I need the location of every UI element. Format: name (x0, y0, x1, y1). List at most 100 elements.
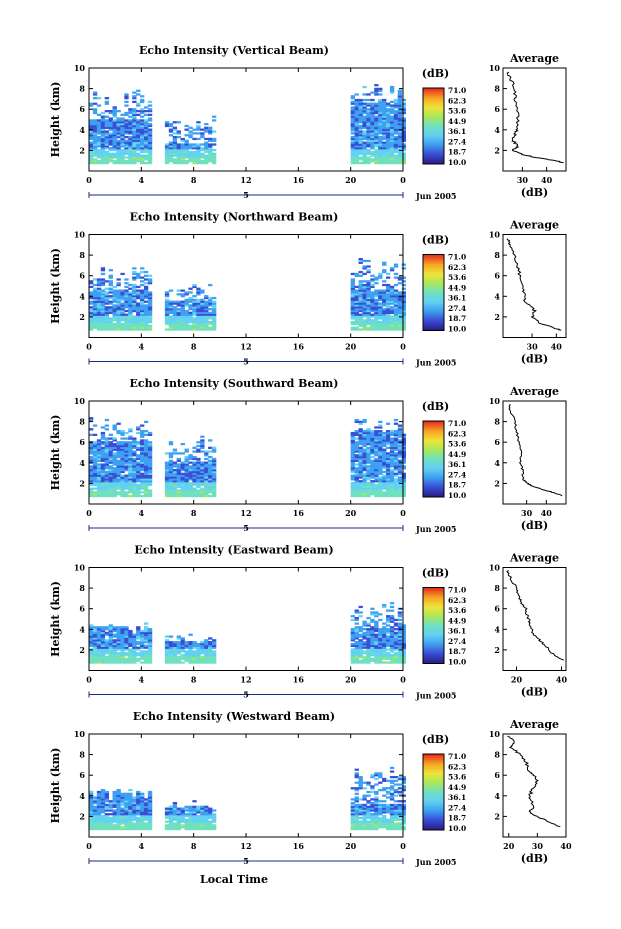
heatmap-cell (92, 648, 98, 651)
heatmap-cell (374, 282, 379, 285)
heatmap-cell (147, 128, 153, 131)
heatmap-cell (354, 128, 359, 131)
heatmap-cell (208, 328, 213, 331)
heatmap-cell (366, 291, 371, 294)
heatmap-cell (354, 110, 359, 113)
heatmap-cell (192, 156, 197, 159)
heatmap-cell (120, 641, 125, 644)
heatmap-cell (393, 443, 399, 446)
heatmap-cell (180, 295, 185, 298)
heatmap-cell (147, 641, 153, 644)
heatmap-cell (128, 444, 133, 448)
heatmap-cell (397, 119, 403, 122)
heatmap-cell (132, 454, 137, 457)
heatmap-cell (397, 470, 403, 474)
panel-title: Echo Intensity (Eastward Beam) (134, 544, 333, 557)
heatmap-cell (120, 139, 125, 142)
heatmap-cell (401, 626, 407, 629)
heatmap-cell (389, 648, 395, 651)
heatmap-cell (382, 478, 387, 481)
heatmap-cell (362, 465, 367, 468)
heatmap-cell (124, 456, 129, 459)
heatmap-cell (176, 650, 181, 653)
heatmap-cell (100, 646, 106, 649)
heatmap-cell (164, 156, 170, 159)
heatmap-cell (120, 150, 125, 154)
heatmap-cell (143, 322, 149, 326)
colorbar-tick-label: 53.6 (448, 107, 466, 116)
heatmap-cell (164, 648, 170, 651)
heatmap-cell (393, 618, 399, 622)
heatmap-cell (385, 147, 391, 150)
heatmap-cell (172, 309, 178, 313)
heatmap-cell (89, 493, 94, 496)
heatmap-cell (116, 655, 121, 659)
heatmap-cell (172, 654, 178, 657)
heatmap-cell (124, 476, 129, 479)
heatmap-cell (200, 644, 205, 647)
heatmap-cell (92, 639, 98, 642)
heatmap-cell (112, 481, 117, 485)
heatmap-cell (128, 652, 133, 655)
heatmap-cell (370, 613, 375, 616)
heatmap-cell (362, 124, 367, 128)
average-frame (502, 234, 567, 338)
heatmap-cell (393, 119, 399, 122)
heatmap-cell (124, 278, 129, 281)
heatmap-cell (401, 441, 407, 444)
heatmap-cell (378, 452, 383, 455)
heatmap-cell (104, 803, 110, 807)
heatmap-cell (116, 291, 121, 294)
heatmap-cell (104, 311, 110, 314)
heatmap-cell (180, 154, 185, 157)
heatmap-cell (172, 811, 178, 814)
heatmap-cell (112, 446, 117, 449)
heatmap-cell (124, 321, 129, 324)
heatmap-cell (362, 468, 367, 472)
heatmap-cell (385, 272, 391, 276)
heatmap-cell (370, 302, 375, 305)
month-label: Jun 2005 (415, 358, 456, 368)
heatmap-cell (385, 459, 391, 462)
heatmap-cell (124, 441, 129, 444)
heatmap-cell (393, 648, 399, 651)
avg-y-tick-label: 6 (494, 604, 500, 614)
heatmap-cell (108, 493, 113, 496)
heatmap-cell (350, 128, 355, 131)
heatmap-cell (104, 123, 110, 126)
heatmap-cell (370, 300, 375, 303)
colorbar-segment (423, 139, 444, 142)
heatmap-cell (397, 439, 403, 442)
heatmap-cell (188, 454, 193, 457)
heatmap-cell (143, 639, 149, 642)
heatmap-cell (136, 130, 141, 133)
heatmap-cell (116, 637, 121, 640)
heatmap-cell (132, 822, 137, 825)
heatmap-cell (184, 448, 189, 451)
heatmap-cell (164, 820, 170, 823)
heatmap-cell (92, 319, 98, 322)
heatmap-cell (96, 282, 102, 285)
heatmap-cell (100, 494, 106, 498)
heatmap-cell (366, 117, 371, 120)
colorbar-segment (423, 105, 444, 108)
heatmap-cell (140, 631, 145, 635)
heatmap-cell (180, 315, 185, 318)
heatmap-cell (176, 811, 181, 814)
heatmap-cell (116, 431, 121, 435)
heatmap-cell (89, 152, 94, 155)
heatmap-cell (120, 813, 125, 816)
heatmap-cell (200, 313, 205, 316)
heatmap-cell (104, 807, 110, 810)
heatmap-cell (192, 822, 197, 825)
heatmap-cell (362, 476, 367, 479)
heatmap-cell (172, 141, 178, 144)
heatmap-cell (132, 470, 137, 474)
heatmap-cell (200, 478, 205, 481)
heatmap-cell (204, 319, 209, 322)
heatmap-cell (104, 135, 110, 139)
heatmap-cell (147, 648, 153, 651)
heatmap-cell (116, 820, 121, 823)
heatmap-cell (188, 321, 193, 324)
heatmap-cell (358, 147, 363, 150)
